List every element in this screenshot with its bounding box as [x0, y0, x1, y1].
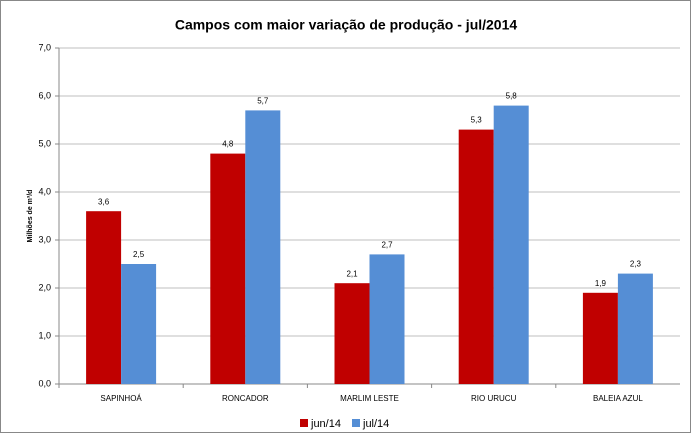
- x-tick-label: MARLIM LESTE: [340, 394, 399, 403]
- y-tick-label: 4,0: [38, 186, 51, 196]
- data-label: 3,6: [98, 197, 110, 206]
- y-tick-label: 6,0: [38, 90, 51, 100]
- data-label: 5,7: [257, 97, 269, 106]
- y-axis-title: Milhões de m³/d: [27, 190, 34, 243]
- data-label: 4,8: [222, 140, 234, 149]
- y-tick-label: 0,0: [38, 378, 51, 388]
- bar: [334, 283, 370, 384]
- x-tick-label: RONCADOR: [222, 394, 269, 403]
- legend-label: jul/14: [362, 418, 389, 430]
- y-tick-label: 7,0: [38, 42, 51, 52]
- legend-swatch: [300, 419, 308, 427]
- data-label: 2,3: [630, 260, 642, 269]
- y-tick-label: 2,0: [38, 282, 51, 292]
- bar: [86, 211, 122, 384]
- bar: [493, 105, 529, 384]
- data-label: 1,9: [595, 279, 607, 288]
- bar: [245, 110, 281, 385]
- data-label: 5,8: [506, 92, 518, 101]
- bar: [121, 264, 157, 384]
- x-tick-label: RIO URUCU: [471, 394, 517, 403]
- legend-swatch: [352, 419, 360, 427]
- x-tick-label: BALEIA AZUL: [593, 394, 643, 403]
- bar: [210, 153, 246, 384]
- data-label: 2,5: [133, 250, 145, 259]
- bar: [369, 254, 405, 384]
- y-tick-label: 1,0: [38, 330, 51, 340]
- data-label: 2,1: [346, 269, 358, 278]
- bar: [458, 129, 494, 384]
- data-label: 5,3: [471, 116, 483, 125]
- chart-title: Campos com maior variação de produção - …: [175, 17, 518, 33]
- data-label: 2,7: [381, 241, 393, 250]
- bar: [617, 273, 653, 384]
- y-tick-label: 5,0: [38, 138, 51, 148]
- y-tick-label: 3,0: [38, 234, 51, 244]
- x-tick-label: SAPINHOÁ: [100, 394, 142, 403]
- bar: [582, 292, 618, 384]
- legend-label: jun/14: [310, 418, 341, 430]
